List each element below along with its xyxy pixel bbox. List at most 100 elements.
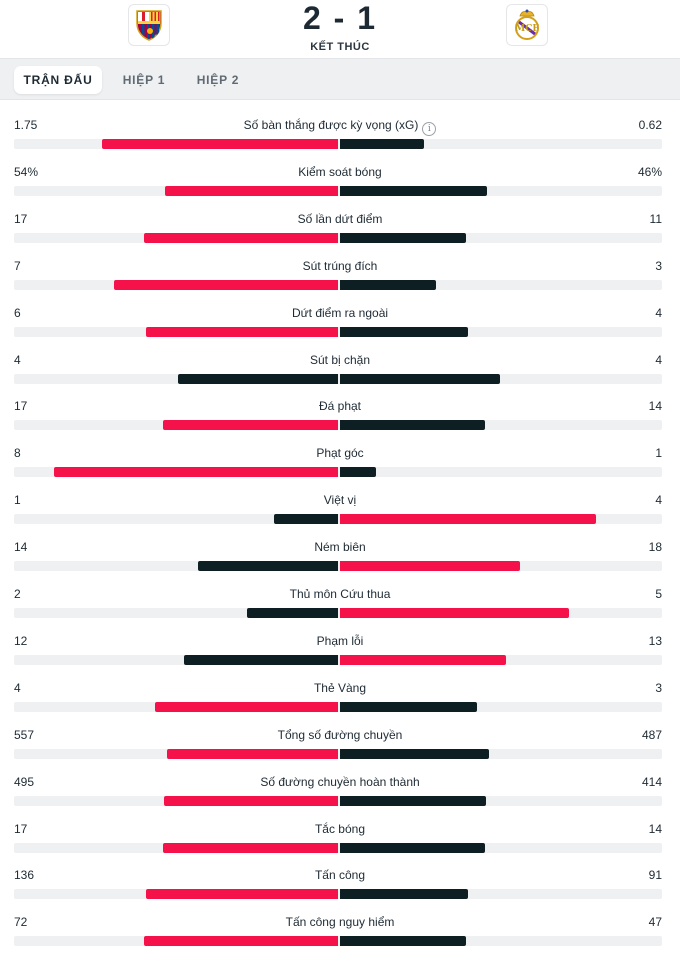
stat-bar-track (14, 701, 662, 712)
stat-label: Sút bị chặn (120, 353, 560, 367)
home-stat-bar (143, 232, 338, 243)
stat-bar-track (14, 139, 662, 149)
stat-row: 17 Tắc bóng 14 (0, 822, 680, 868)
away-stat-bar (340, 561, 520, 572)
away-stat-bar (340, 139, 424, 149)
away-stat-value: 13 (648, 633, 662, 648)
home-stat-bar (114, 279, 338, 290)
stat-label: Dứt điểm ra ngoài (120, 306, 560, 320)
stat-bar-track (14, 467, 662, 478)
away-stat-value: 1 (655, 446, 662, 461)
away-stat-bar (340, 842, 485, 853)
stat-label-text: Phạm lỗi (316, 633, 364, 648)
away-stat-value: 14 (648, 399, 662, 414)
away-stat-bar (340, 936, 467, 947)
home-stat-bar (198, 561, 338, 572)
home-stat-bar (167, 748, 338, 759)
stat-label: Đá phạt (120, 399, 560, 413)
tab-first-half[interactable]: HIỆP 1 (122, 73, 166, 87)
away-stat-value: 4 (655, 352, 662, 367)
tab-second-half[interactable]: HIỆP 2 (196, 73, 240, 87)
away-stat-value: 47 (648, 915, 662, 930)
away-stat-value: 3 (655, 680, 662, 695)
away-team-logo[interactable]: MCF (506, 4, 548, 46)
period-tabs: TRẬN ĐẤU HIỆP 1 HIỆP 2 (0, 58, 680, 100)
stat-bar-track (14, 889, 662, 900)
away-stat-bar (340, 514, 596, 525)
stat-row: 1.75 Số bàn thắng được kỳ vọng (xG) i 0.62 (0, 118, 680, 164)
stat-label-text: Dứt điểm ra ngoài (291, 305, 389, 320)
stat-row: 136 Tấn công 91 (0, 868, 680, 914)
stat-row: 4 Sút bị chặn 4 (0, 353, 680, 399)
home-stat-bar (155, 701, 338, 712)
stat-bar-track (14, 279, 662, 290)
stat-row: 6 Dứt điểm ra ngoài 4 (0, 306, 680, 352)
stat-row: 2 Thủ môn Cứu thua 5 (0, 587, 680, 633)
home-stat-value: 136 (14, 868, 35, 883)
home-stat-value: 1 (14, 493, 21, 508)
stat-label: Phạm lỗi (120, 634, 560, 648)
home-stat-bar (101, 139, 338, 149)
stat-label-text: Sút trúng đích (302, 258, 378, 273)
stat-label-text: Sút bị chặn (309, 352, 371, 367)
real-madrid-crest-icon: MCF (515, 9, 539, 40)
stat-bar-track (14, 232, 662, 243)
home-stat-bar (246, 608, 338, 618)
tab-match[interactable]: TRẬN ĐẤU (14, 66, 102, 94)
away-stat-bar (340, 654, 507, 665)
away-stat-value: 5 (655, 587, 662, 601)
home-stat-value: 17 (14, 399, 28, 414)
away-stat-value: 0.62 (638, 118, 662, 132)
stat-bar-track (14, 936, 662, 947)
home-stat-value: 4 (14, 680, 21, 695)
away-stat-bar (340, 889, 469, 900)
home-stat-bar (162, 842, 338, 853)
stat-bar-track (14, 654, 662, 665)
home-stat-value: 72 (14, 915, 28, 930)
away-stat-bar (340, 232, 466, 243)
stat-label: Sút trúng đích (120, 259, 560, 273)
home-stat-value: 495 (14, 774, 35, 789)
home-stat-value: 2 (14, 587, 21, 601)
home-stat-bar (178, 373, 338, 384)
home-stat-value: 6 (14, 305, 21, 320)
away-stat-value: 3 (655, 258, 662, 273)
home-stat-bar (162, 420, 338, 431)
away-stat-bar (340, 701, 478, 712)
stat-bar-track (14, 185, 662, 196)
stat-bar-track (14, 373, 662, 384)
stat-label-text: Tắc bóng (314, 821, 366, 836)
stat-label: Tắc bóng (120, 822, 560, 836)
home-stat-bar (144, 936, 338, 947)
svg-text:MCF: MCF (515, 24, 539, 34)
info-icon[interactable]: i (422, 122, 437, 136)
home-stat-value: 12 (14, 633, 28, 648)
away-stat-value: 4 (655, 305, 662, 320)
stat-bar-track (14, 326, 662, 337)
away-stat-bar (340, 467, 376, 478)
stat-bar-track (14, 514, 662, 525)
home-stat-value: 17 (14, 821, 28, 836)
stat-label-text: Phạt góc (316, 446, 364, 461)
away-stat-value: 46% (637, 164, 662, 179)
stat-row: 17 Đá phạt 14 (0, 399, 680, 445)
stat-label-text: Số lần dứt điểm (297, 211, 383, 226)
stat-label-text: Tấn công nguy hiểm (285, 915, 395, 930)
away-stat-value: 11 (649, 211, 662, 226)
away-stat-value: 4 (655, 493, 662, 508)
home-team-logo[interactable] (128, 4, 170, 46)
away-stat-value: 487 (641, 727, 662, 742)
stat-row: 557 Tổng số đường chuyền 487 (0, 728, 680, 774)
away-stat-bar (340, 279, 436, 290)
stat-label-text: Việt vị (323, 493, 357, 508)
stat-row: 4 Thẻ Vàng 3 (0, 681, 680, 727)
stat-label: Thủ môn Cứu thua (120, 587, 560, 601)
home-stat-bar (165, 185, 338, 196)
away-stat-bar (340, 185, 488, 196)
match-status: KẾT THÚC (310, 41, 370, 53)
stat-row: 7 Sút trúng đích 3 (0, 259, 680, 305)
stat-row: 8 Phạt góc 1 (0, 446, 680, 492)
stat-label-text: Ném biên (314, 540, 366, 555)
stat-label: Kiểm soát bóng (120, 165, 560, 179)
home-stat-bar (274, 514, 338, 525)
